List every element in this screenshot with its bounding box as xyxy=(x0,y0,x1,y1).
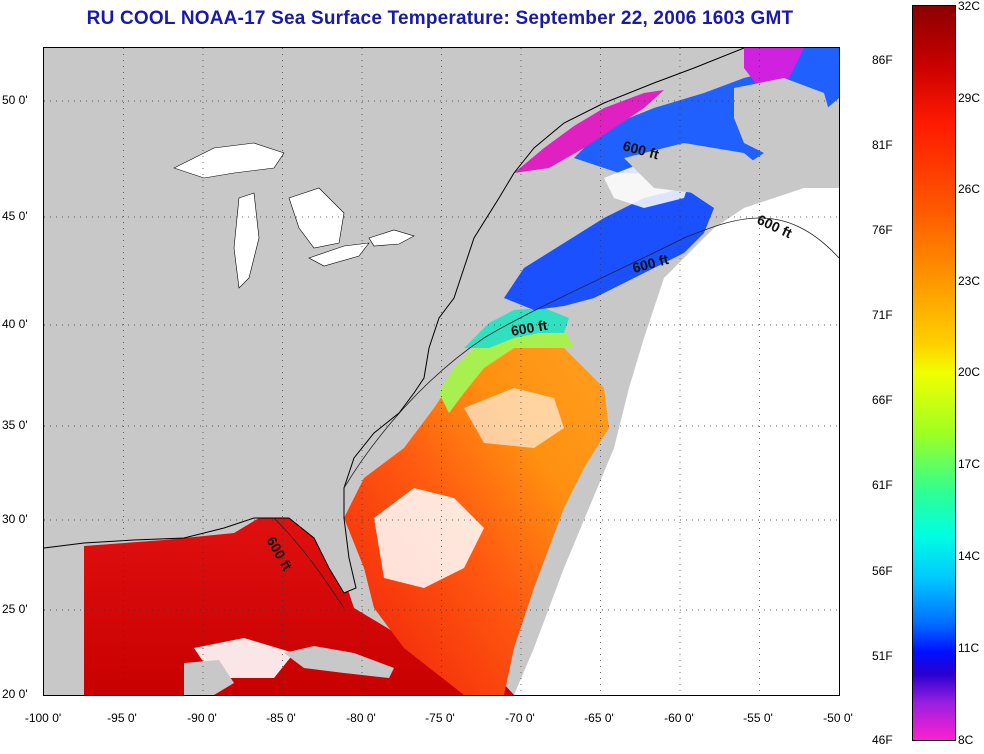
colorbar-f-label: 71F xyxy=(872,308,893,322)
maritimes-land xyxy=(624,143,774,198)
north-america-land xyxy=(44,48,744,593)
colorbar-f-label: 76F xyxy=(872,223,893,237)
lake-superior xyxy=(173,142,285,179)
colorbar-c-label: 32C xyxy=(958,0,981,13)
contour-line xyxy=(273,217,839,609)
x-tick-label: -90 0' xyxy=(187,711,217,725)
yucatan-land xyxy=(184,660,234,695)
mexico-land xyxy=(44,548,84,695)
colorbar-c-label: 17C xyxy=(958,457,981,471)
y-tick-label: 20 0' xyxy=(2,687,28,701)
x-tick-label: -60 0' xyxy=(664,711,694,725)
colorbar-c-label: 29C xyxy=(958,91,981,105)
y-tick-label: 30 0' xyxy=(2,512,28,526)
lake-michigan xyxy=(233,192,260,289)
sst-map[interactable]: 600 ft 600 ft 600 ft 600 ft 600 ft xyxy=(43,47,840,696)
x-tick-label: -85 0' xyxy=(266,711,296,725)
x-tick-label: -55 0' xyxy=(743,711,773,725)
cloud-swath-east xyxy=(514,188,839,695)
x-tick-label: -80 0' xyxy=(346,711,376,725)
x-tick-label: -95 0' xyxy=(107,711,137,725)
x-tick-label: -65 0' xyxy=(584,711,614,725)
x-tick-label: -75 0' xyxy=(425,711,455,725)
y-tick-label: 50 0' xyxy=(2,93,28,107)
lake-erie xyxy=(308,242,370,267)
colorbar-c-label: 20C xyxy=(958,365,981,379)
gulf-of-maine-cold xyxy=(504,188,714,310)
colorbar-c-label: 11C xyxy=(958,641,980,655)
stlawrence-estuary xyxy=(514,90,664,173)
colorbar-f-label: 66F xyxy=(872,393,893,407)
y-tick-label: 40 0' xyxy=(2,317,28,331)
colorbar-f-label: 81F xyxy=(872,138,893,152)
shelf-cool-band xyxy=(464,308,569,348)
graticule xyxy=(44,48,839,695)
colorbar-c-label: 8C xyxy=(958,733,974,747)
colorbar-c-label: 26C xyxy=(958,182,981,196)
y-tick-label: 25 0' xyxy=(2,602,28,616)
mid-atlantic-shelf xyxy=(439,313,574,413)
lake-huron xyxy=(288,187,345,249)
colorbar-f-label: 56F xyxy=(872,564,893,578)
labrador-warm-edge xyxy=(744,48,804,88)
x-tick-label: -50 0' xyxy=(823,711,853,725)
coastline xyxy=(44,48,745,594)
y-tick-label: 45 0' xyxy=(2,209,28,223)
newfoundland-land xyxy=(734,78,834,158)
colorbar-f-label: 46F xyxy=(872,733,893,747)
contour-label-4: 600 ft xyxy=(510,317,549,339)
colorbar-f-label: 51F xyxy=(872,649,893,663)
colorbar-f-label: 61F xyxy=(872,478,893,492)
cloud-patch-atlantic xyxy=(374,488,484,588)
y-tick-label: 35 0' xyxy=(2,418,28,432)
sst-map-canvas: 600 ft 600 ft 600 ft 600 ft 600 ft xyxy=(44,48,839,695)
colorbar-c-label: 23C xyxy=(958,274,981,288)
temperature-colorbar xyxy=(912,5,956,741)
x-tick-label: -100 0' xyxy=(24,711,62,725)
cuba-land xyxy=(284,646,394,678)
gulf-of-mexico xyxy=(84,516,514,695)
map-title: RU COOL NOAA-17 Sea Surface Temperature:… xyxy=(86,8,794,29)
x-tick-label: -70 0' xyxy=(505,711,535,725)
colorbar-c-label: 14C xyxy=(958,549,981,563)
colorbar-f-label: 86F xyxy=(872,53,893,67)
cloud-patch-central xyxy=(464,388,564,448)
lake-ontario xyxy=(368,229,415,247)
